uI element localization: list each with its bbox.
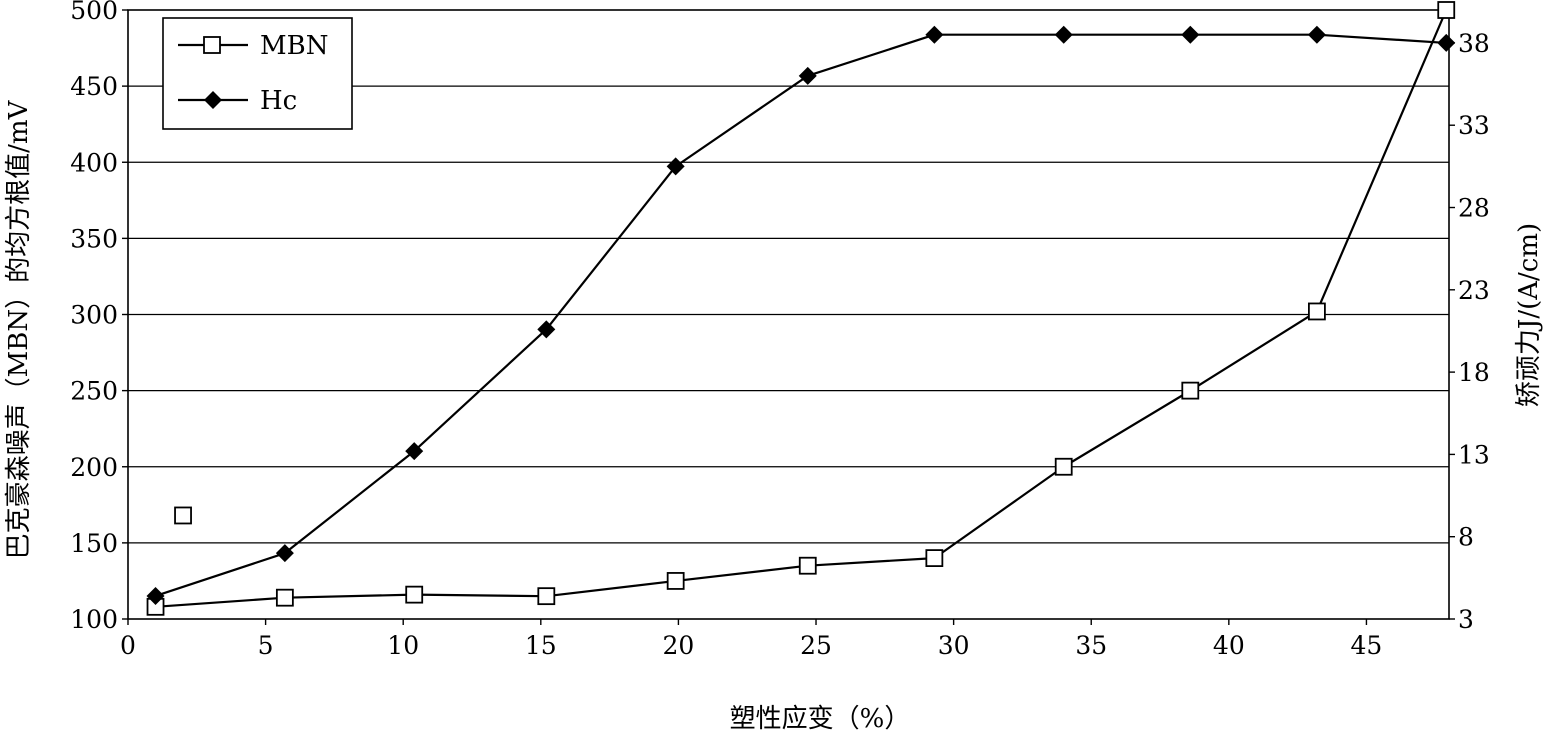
x-tick-label: 40 (1213, 631, 1245, 660)
y2-tick-label: 33 (1458, 111, 1490, 140)
x-tick-label: 20 (663, 631, 695, 660)
y-tick-label: 150 (70, 529, 118, 558)
y2-tick-label: 18 (1458, 358, 1490, 387)
y-tick-label: 450 (70, 72, 118, 101)
data-point-hc (1437, 33, 1456, 52)
data-point-hc (1054, 25, 1073, 44)
data-point-mbn (405, 585, 424, 604)
legend-label-mbn: MBN (260, 31, 328, 61)
legend: MBN Hc (162, 17, 353, 130)
y-tick-label: 100 (70, 605, 118, 634)
data-point-hc (1307, 25, 1326, 44)
y2-tick-label: 28 (1458, 194, 1490, 223)
x-tick-label: 15 (525, 631, 557, 660)
y2-tick-label: 8 (1458, 523, 1474, 552)
data-point-mbn (666, 572, 685, 590)
data-point-mbn (1437, 1, 1456, 19)
x-tick-label: 0 (120, 631, 136, 660)
x-tick-label: 10 (387, 631, 419, 660)
y-tick-label: 250 (70, 377, 118, 406)
legend-marker-mbn (203, 36, 221, 54)
data-point-mbn (798, 556, 817, 575)
y2-axis-label: 矫顽力J/(A/cm) (1514, 223, 1544, 407)
y-tick-label: 300 (70, 301, 118, 330)
x-tick-label: 5 (258, 631, 274, 660)
data-point-hc (405, 442, 424, 461)
legend-label-hc: Hc (260, 86, 297, 116)
series (146, 1, 1456, 616)
legend-box (162, 17, 353, 130)
data-point-mbn (275, 588, 294, 607)
gridlines (128, 85, 1449, 544)
data-point-hc (146, 586, 165, 605)
legend-marker-hc (204, 91, 222, 109)
y-tick-label: 500 (70, 0, 118, 25)
y-tick-label: 400 (70, 148, 118, 177)
y-tick-label: 200 (70, 453, 118, 482)
tick-labels: 1001502002503003504004505003813182328333… (70, 0, 1490, 660)
y-axis-label: 巴克豪森噪声（MBN）的均方根值/mV (4, 99, 34, 559)
data-point-mbn (1181, 381, 1200, 400)
x-tick-label: 30 (938, 631, 970, 660)
y2-tick-label: 3 (1458, 605, 1474, 634)
x-tick-label: 45 (1351, 631, 1383, 660)
x-axis-label: 塑性应变（%） (730, 704, 911, 734)
data-point-mbn (537, 587, 556, 606)
data-point-mbn (925, 549, 944, 567)
data-point-hc (666, 157, 685, 176)
data-point-mbn (1054, 457, 1073, 476)
x-tick-label: 35 (1075, 631, 1107, 660)
data-point-mbn (1308, 302, 1326, 321)
data-point-hc (275, 544, 294, 563)
y2-tick-label: 13 (1458, 440, 1490, 469)
y2-tick-label: 23 (1458, 276, 1490, 305)
x-tick-label: 25 (800, 631, 832, 660)
y2-tick-label: 38 (1458, 29, 1490, 58)
data-point-hc (537, 320, 556, 339)
y-tick-label: 350 (70, 224, 118, 253)
data-point-hc (1181, 25, 1200, 44)
stray-data-point (174, 506, 192, 525)
data-point-hc (798, 66, 817, 85)
data-point-hc (925, 25, 944, 44)
